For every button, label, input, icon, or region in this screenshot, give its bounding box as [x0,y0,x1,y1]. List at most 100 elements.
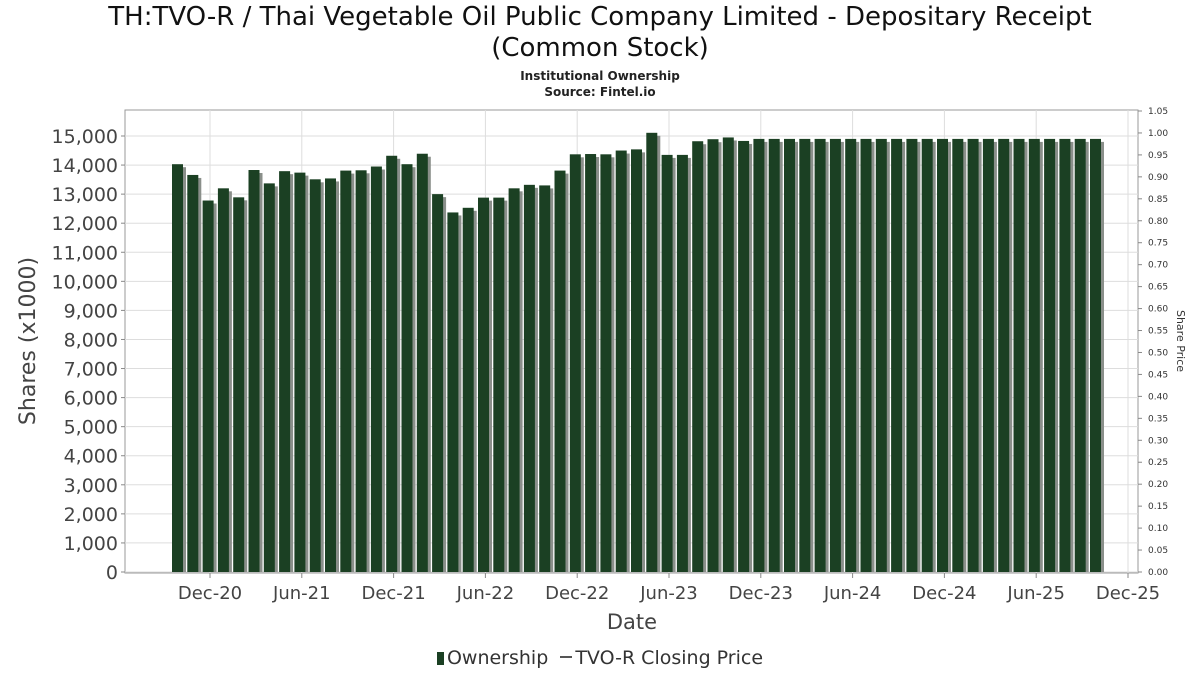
ownership-bar [309,179,321,572]
y-tick-label: 14,000 [52,155,118,177]
y2-tick-label: 0.65 [1148,283,1168,293]
ownership-bar [692,141,704,572]
ownership-bar [248,170,260,572]
subtitle-source: Source: Fintel.io [544,85,656,99]
ownership-bar [294,172,306,572]
y2-tick-label: 0.85 [1148,195,1168,205]
y-tick-label: 5,000 [64,417,118,439]
y2-tick-label: 0.25 [1148,458,1168,468]
y-tick-label: 4,000 [64,446,118,468]
x-tick-label: Dec-22 [545,583,609,604]
y-tick-label: 15,000 [52,126,118,148]
x-tick-label: Dec-23 [729,583,793,604]
ownership-bar [676,154,688,573]
ownership-bar [860,138,872,572]
x-tick-label: Jun-24 [823,583,882,604]
chart-title-line-2: (Common Stock) [491,33,709,63]
ownership-bar [187,174,199,572]
x-tick-label: Jun-21 [272,583,331,604]
ownership-bar [462,207,474,572]
y2-tick-label: 0.40 [1148,392,1168,402]
y-tick-label: 10,000 [52,271,118,293]
chart-subtitle: Institutional Ownership Source: Fintel.i… [0,68,1200,100]
y2-tick-label: 0.45 [1148,370,1168,380]
legend-price-line [560,656,573,658]
y-tick-label: 13,000 [52,184,118,206]
y2-tick-label: 0.90 [1148,173,1168,183]
y-tick-label: 3,000 [64,475,118,497]
ownership-bar [569,154,581,572]
x-axis: Dec-20 Jun-21 Dec-21 Jun-22 Dec-22 Jun-23 Dec-… [178,573,1160,604]
y-tick-label: 6,000 [64,388,118,410]
ownership-bar [263,183,275,572]
ownership-bar [325,178,336,573]
y2-tick-label: 0.35 [1148,414,1168,424]
y2-tick-label: 0.10 [1148,524,1168,534]
y2-tick-label: 0.50 [1148,348,1168,358]
bars-group [172,132,1104,573]
y-tick-label: 9,000 [64,300,118,322]
ownership-bar [554,170,566,572]
ownership-bar [1013,138,1025,572]
ownership-bar [355,170,367,573]
ownership-bar [707,139,719,572]
ownership-bar [370,166,382,572]
legend-ownership-label: Ownership [446,647,549,669]
x-tick-label: Dec-24 [912,583,976,604]
x-tick-label: Dec-20 [178,583,242,604]
y-tick-label: 1,000 [64,533,118,555]
y2-tick-label: 0.20 [1148,480,1168,490]
ownership-bar [799,138,811,572]
ownership-bar [1090,138,1101,572]
y-tick-label: 2,000 [64,504,118,526]
ownership-bar [202,200,214,572]
x-tick-label: Jun-22 [456,583,515,604]
ownership-bar [1059,138,1071,572]
y2-axis-label: Share Price [1174,310,1187,372]
ownership-bar [906,138,918,572]
legend-ownership-swatch [436,652,444,665]
y2-tick-label: 0.60 [1148,305,1168,315]
ownership-bar [631,149,642,572]
y2-tick-label: 0.75 [1148,239,1168,249]
chart-title-line-1: TH:TVO-R / Thai Vegetable Oil Public Com… [108,2,1092,32]
ownership-bar [967,138,979,572]
y-axis-left: 0 1,000 2,000 3,000 4,000 5,000 6,000 7,000 8,00… [52,126,125,584]
ownership-bar [646,132,658,572]
ownership-bar [172,164,183,572]
ownership-bar [753,138,765,572]
ownership-bar [722,137,734,572]
ownership-bar [814,138,826,572]
ownership-bar [1074,138,1086,572]
y2-tick-label: 0.55 [1148,327,1168,337]
chart-title: TH:TVO-R / Thai Vegetable Oil Public Com… [0,2,1200,64]
ownership-bar [416,153,428,573]
ownership-bar [784,138,795,572]
y2-tick-label: 0.30 [1148,436,1168,446]
y2-tick-label: 1.00 [1148,129,1168,139]
ownership-bar [478,197,489,572]
ownership-bar [279,171,291,573]
legend-price-label: TVO-R Closing Price [575,647,764,669]
ownership-bar [998,138,1010,572]
ownership-bar [845,138,857,572]
y-tick-label: 11,000 [52,242,118,264]
ownership-bar [615,150,627,573]
ownership-bar [340,170,352,572]
ownership-bar [937,138,948,572]
x-tick-label: Jun-23 [639,583,698,604]
ownership-bar [600,154,612,572]
ownership-bar [661,154,673,573]
y2-tick-label: 1.05 [1148,107,1168,117]
ownership-bar [829,138,841,572]
subtitle-institutional-ownership: Institutional Ownership [520,69,680,83]
legend: Ownership TVO-R Closing Price [0,647,1200,669]
x-tick-label: Dec-21 [361,583,425,604]
ownership-bar [217,188,229,572]
ownership-bar [982,138,994,572]
ownership-bar [508,188,520,572]
ownership-bar [493,197,505,572]
y2-tick-label: 0.05 [1148,546,1168,556]
y-tick-label: 7,000 [64,359,118,381]
ownership-bar [386,155,398,573]
